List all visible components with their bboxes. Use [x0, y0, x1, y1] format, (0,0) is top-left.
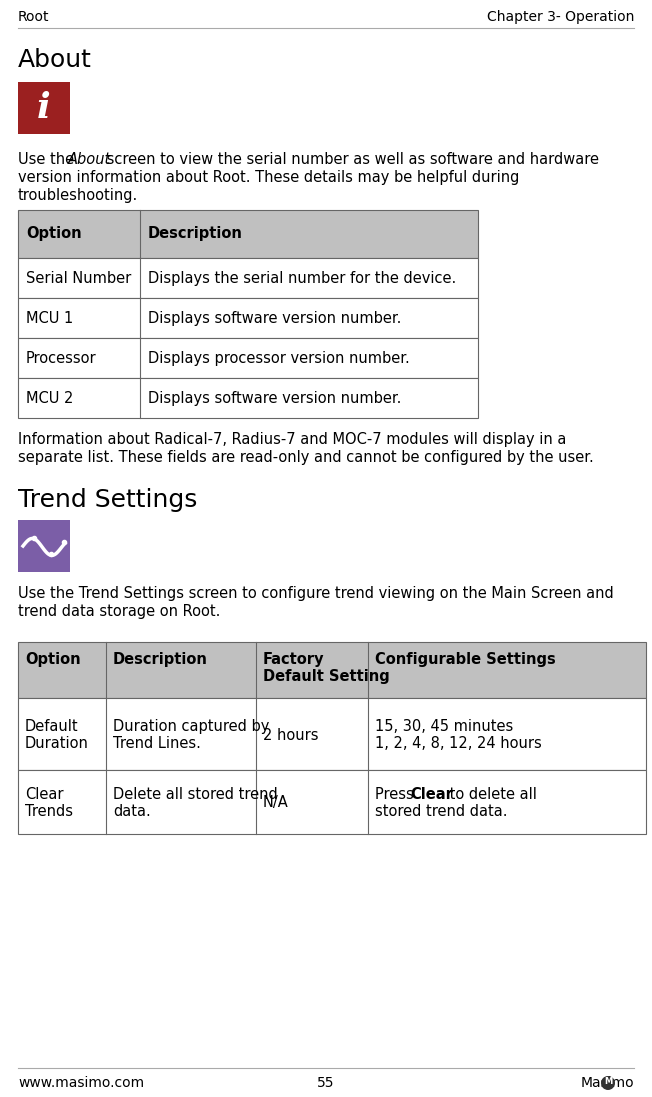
Text: About: About	[68, 152, 111, 167]
Text: separate list. These fields are read-only and cannot be configured by the user.: separate list. These fields are read-onl…	[18, 450, 594, 465]
Text: MCU 1: MCU 1	[26, 312, 73, 326]
Text: 2 hours: 2 hours	[263, 727, 318, 743]
Text: 55: 55	[318, 1076, 334, 1090]
Text: screen to view the serial number as well as software and hardware: screen to view the serial number as well…	[102, 152, 599, 167]
Text: Trends: Trends	[25, 804, 73, 819]
Text: Option: Option	[25, 652, 81, 667]
Text: N/A: N/A	[263, 795, 289, 811]
Text: Clear: Clear	[25, 787, 63, 802]
Text: troubleshooting.: troubleshooting.	[18, 188, 138, 203]
Text: Description: Description	[148, 226, 243, 241]
Text: 1, 2, 4, 8, 12, 24 hours: 1, 2, 4, 8, 12, 24 hours	[375, 736, 542, 751]
Text: Information about Radical-7, Radius-7 and MOC-7 modules will display in a: Information about Radical-7, Radius-7 an…	[18, 432, 567, 446]
Text: About: About	[18, 48, 92, 72]
Text: to delete all: to delete all	[445, 787, 537, 802]
Text: www.masimo.com: www.masimo.com	[18, 1076, 144, 1090]
Bar	[18, 770, 646, 834]
Text: trend data storage on Root.: trend data storage on Root.	[18, 604, 220, 619]
Text: Displays the serial number for the device.: Displays the serial number for the devic…	[148, 271, 456, 286]
Circle shape	[601, 1076, 615, 1090]
Bar	[18, 338, 478, 378]
Bar	[18, 378, 478, 418]
Text: Displays software version number.: Displays software version number.	[148, 312, 402, 326]
Text: M: M	[604, 1077, 612, 1086]
Text: stored trend data.: stored trend data.	[375, 804, 507, 819]
Text: 15, 30, 45 minutes: 15, 30, 45 minutes	[375, 719, 513, 734]
Text: Configurable Settings: Configurable Settings	[375, 652, 556, 667]
Text: Serial Number: Serial Number	[26, 271, 131, 286]
Text: Displays processor version number.: Displays processor version number.	[148, 351, 409, 366]
Text: Processor: Processor	[26, 351, 96, 366]
Bar	[18, 210, 478, 258]
Bar	[18, 642, 646, 698]
Text: Factory: Factory	[263, 652, 325, 667]
Text: MCU 2: MCU 2	[26, 391, 74, 406]
Text: Description: Description	[113, 652, 208, 667]
Bar	[18, 698, 646, 770]
Text: Clear: Clear	[410, 787, 453, 802]
Text: version information about Root. These details may be helpful during: version information about Root. These de…	[18, 170, 520, 185]
Text: Masimo: Masimo	[580, 1076, 634, 1090]
Text: Duration: Duration	[25, 736, 89, 751]
Text: Press: Press	[375, 787, 419, 802]
Text: Displays software version number.: Displays software version number.	[148, 391, 402, 406]
Bar	[18, 520, 70, 572]
Text: data.: data.	[113, 804, 151, 819]
Text: Default: Default	[25, 719, 79, 734]
Text: Use the: Use the	[18, 152, 79, 167]
Bar	[18, 258, 478, 298]
Text: Delete all stored trend: Delete all stored trend	[113, 787, 278, 802]
Text: Option: Option	[26, 226, 82, 241]
Text: Use the Trend Settings screen to configure trend viewing on the Main Screen and: Use the Trend Settings screen to configu…	[18, 586, 614, 601]
Text: Duration captured by: Duration captured by	[113, 719, 269, 734]
Text: Trend Settings: Trend Settings	[18, 488, 198, 512]
Bar	[18, 82, 70, 134]
Text: i: i	[37, 91, 51, 125]
Bar	[18, 298, 478, 338]
Text: Default Setting: Default Setting	[263, 669, 390, 685]
Text: Trend Lines.: Trend Lines.	[113, 736, 201, 751]
Text: Root: Root	[18, 10, 50, 24]
Text: Chapter 3- Operation: Chapter 3- Operation	[486, 10, 634, 24]
